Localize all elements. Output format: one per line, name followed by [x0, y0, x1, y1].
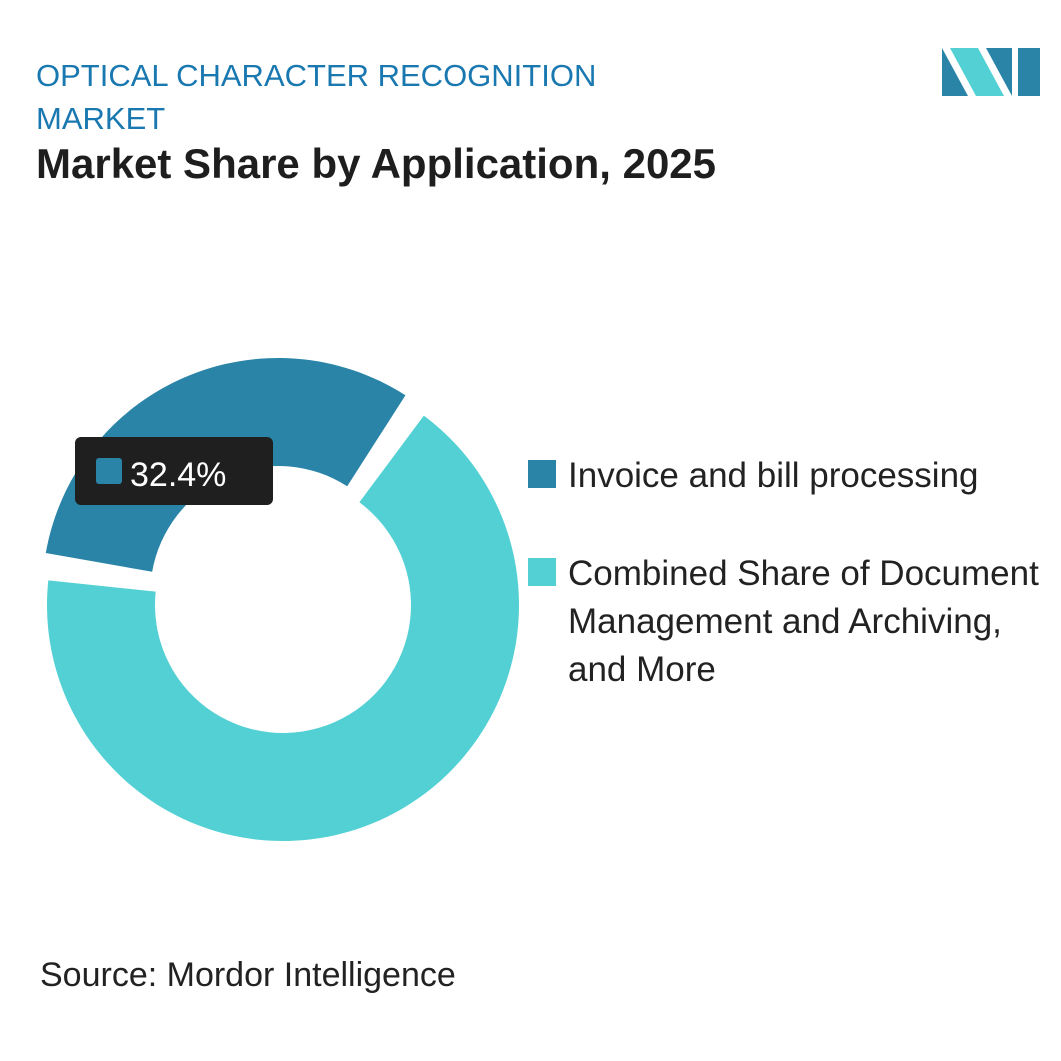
value-label-swatch	[96, 458, 122, 484]
source: Source: Mordor Intelligence	[40, 956, 456, 994]
legend-swatch	[528, 460, 556, 488]
legend-swatch	[528, 558, 556, 586]
kicker: OPTICAL CHARACTER RECOGNITION MARKET	[36, 58, 597, 136]
legend-label: Invoice and bill processing	[568, 456, 979, 495]
value-label-text: 32.4%	[130, 456, 226, 494]
logo	[942, 48, 1040, 96]
value-label-box	[75, 437, 273, 505]
donut-slice	[46, 415, 520, 841]
chart-title: Market Share by Application, 2025	[36, 140, 717, 187]
legend-label: Combined Share of Document Management an…	[568, 554, 1039, 689]
value-label: 32.4%	[75, 437, 273, 505]
